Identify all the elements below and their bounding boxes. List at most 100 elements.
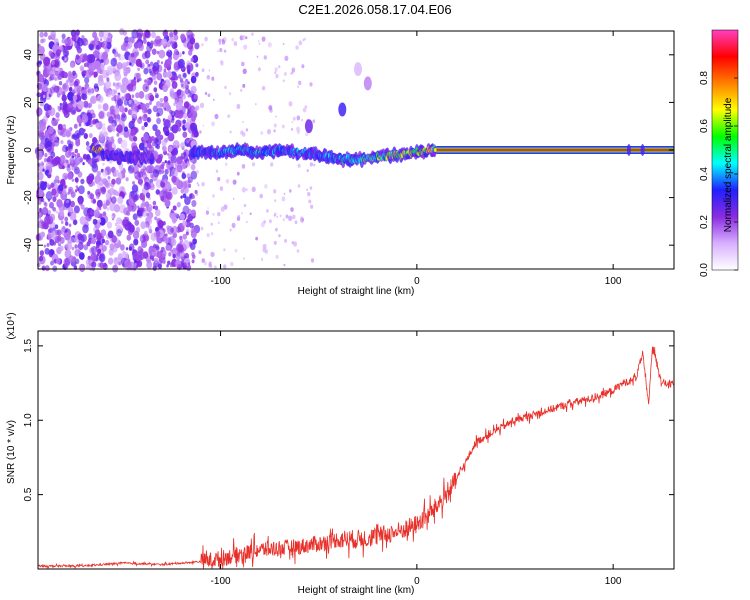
noise-speckle bbox=[191, 259, 195, 264]
noise-speckle bbox=[59, 155, 66, 165]
noise-speckle bbox=[171, 186, 178, 195]
noise-speckle bbox=[93, 71, 98, 78]
noise-speckle bbox=[152, 66, 160, 75]
noise-speckle bbox=[273, 129, 276, 133]
noise-speckle bbox=[306, 188, 309, 191]
noise-speckle bbox=[190, 75, 197, 84]
noise-speckle bbox=[72, 70, 76, 76]
noise-speckle bbox=[46, 183, 50, 188]
noise-speckle bbox=[121, 77, 129, 86]
noise-speckle bbox=[91, 112, 96, 119]
noise-speckle bbox=[234, 248, 238, 253]
noise-speckle bbox=[107, 257, 114, 265]
noise-speckle bbox=[281, 196, 286, 202]
noise-speckle bbox=[190, 163, 196, 171]
noise-speckle bbox=[100, 59, 104, 63]
noise-speckle bbox=[251, 162, 256, 167]
noise-speckle bbox=[37, 73, 45, 83]
noise-speckle bbox=[292, 214, 296, 220]
noise-speckle bbox=[124, 93, 130, 101]
noise-speckle bbox=[304, 105, 308, 109]
noise-speckle bbox=[110, 122, 116, 130]
noise-speckle bbox=[55, 112, 60, 119]
noise-speckle bbox=[74, 148, 79, 154]
noise-speckle bbox=[201, 181, 205, 187]
noise-speckle bbox=[38, 212, 42, 218]
noise-speckle bbox=[46, 140, 52, 148]
noise-speckle bbox=[270, 162, 274, 167]
noise-speckle bbox=[174, 212, 179, 218]
noise-speckle bbox=[169, 88, 175, 95]
noise-speckle bbox=[146, 261, 153, 269]
noise-speckle bbox=[93, 60, 101, 70]
noise-speckle bbox=[130, 103, 138, 112]
noise-speckle bbox=[137, 41, 143, 49]
noise-speckle bbox=[275, 254, 279, 259]
noise-speckle bbox=[182, 131, 188, 138]
noise-speckle bbox=[142, 83, 150, 93]
noise-speckle bbox=[310, 258, 315, 263]
noise-speckle bbox=[67, 163, 71, 168]
noise-speckle bbox=[178, 156, 183, 162]
noise-speckle bbox=[180, 80, 187, 89]
y-tick-label: 20 bbox=[23, 96, 34, 108]
noise-speckle bbox=[242, 68, 247, 75]
noise-speckle bbox=[99, 69, 103, 75]
noise-speckle bbox=[40, 231, 45, 238]
noise-speckle bbox=[77, 242, 84, 251]
noise-speckle bbox=[83, 133, 89, 139]
noise-speckle bbox=[116, 82, 120, 87]
noise-speckle bbox=[150, 182, 154, 186]
noise-speckle bbox=[43, 31, 48, 38]
spectrogram-panel: -100 0 100 -40 -20 0 20 40 Frequency (Hz) Heigh… bbox=[6, 28, 675, 297]
noise-speckle bbox=[147, 164, 154, 173]
noise-speckle bbox=[78, 122, 82, 127]
noise-speckle bbox=[75, 258, 80, 265]
noise-speckle bbox=[50, 54, 55, 60]
spectrogram-feature-layer bbox=[304, 62, 372, 134]
x-tick-label: 0 bbox=[414, 276, 420, 287]
noise-speckle bbox=[62, 101, 68, 109]
noise-speckle bbox=[66, 199, 70, 204]
noise-speckle bbox=[66, 79, 69, 83]
noise-speckle bbox=[47, 198, 51, 202]
noise-speckle bbox=[38, 60, 42, 65]
noise-speckle bbox=[48, 126, 54, 135]
noise-speckle bbox=[61, 220, 64, 224]
noise-speckle bbox=[42, 168, 45, 172]
noise-speckle bbox=[142, 164, 146, 169]
noise-speckle bbox=[158, 169, 162, 175]
noise-speckle bbox=[232, 179, 237, 185]
noise-speckle bbox=[41, 207, 49, 216]
noise-speckle bbox=[86, 175, 93, 185]
noise-speckle bbox=[151, 251, 155, 256]
noise-speckle bbox=[109, 187, 115, 195]
noise-speckle bbox=[62, 226, 66, 230]
noise-speckle bbox=[131, 184, 139, 193]
noise-speckle bbox=[56, 199, 63, 208]
noise-speckle bbox=[220, 206, 225, 212]
noise-speckle bbox=[180, 188, 185, 194]
noise-speckle bbox=[237, 214, 241, 219]
noise-speckle bbox=[37, 171, 44, 181]
noise-speckle bbox=[125, 177, 129, 182]
noise-speckle bbox=[88, 214, 92, 219]
noise-speckle bbox=[210, 251, 215, 258]
noise-speckle bbox=[154, 143, 159, 149]
noise-speckle bbox=[306, 169, 309, 172]
snr-ticks: -100 0 100 0.5 1.0 1.5 bbox=[23, 331, 674, 587]
noise-speckle bbox=[73, 123, 78, 129]
chart-title: C2E1.2026.058.17.04.E06 bbox=[298, 2, 452, 17]
noise-speckle bbox=[187, 68, 191, 74]
noise-speckle bbox=[112, 82, 116, 87]
signal-core bbox=[150, 153, 154, 160]
noise-speckle bbox=[225, 162, 228, 166]
noise-speckle bbox=[72, 94, 78, 101]
noise-speckle bbox=[130, 52, 135, 58]
noise-speckle bbox=[77, 169, 80, 173]
noise-speckle bbox=[256, 55, 259, 58]
noise-speckle bbox=[170, 209, 174, 214]
noise-speckle bbox=[195, 193, 199, 197]
noise-speckle bbox=[182, 119, 186, 124]
noise-speckle bbox=[70, 200, 75, 208]
